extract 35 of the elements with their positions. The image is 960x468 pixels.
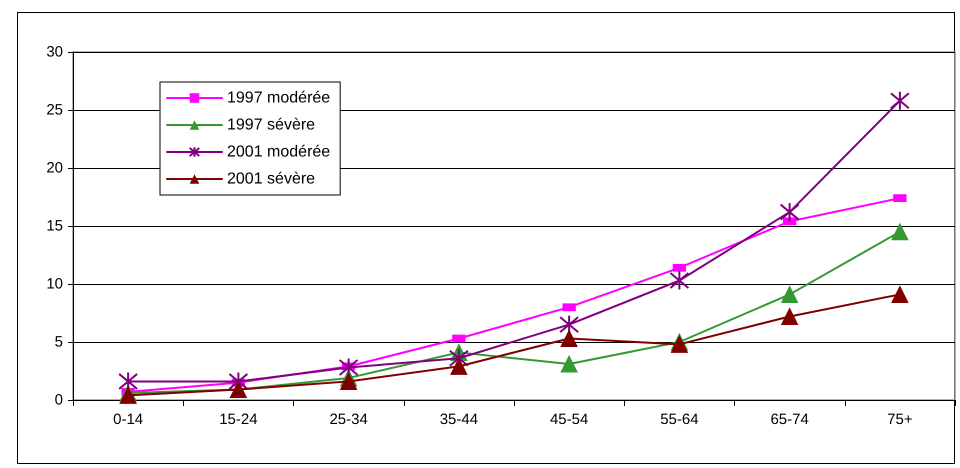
point [781,286,798,303]
x-tick-label: 15-24 [219,411,258,428]
point [340,372,358,390]
x-tick-label: 65-74 [770,411,809,428]
legend-label: 2001 sévère [227,170,316,188]
y-tick-label: 20 [46,160,63,176]
point [891,223,908,240]
point [780,202,800,222]
y-tick-label: 10 [46,276,63,292]
point [891,286,908,303]
point [890,90,910,111]
x-tick-label: 55-64 [660,411,699,428]
point [560,356,578,373]
y-tick-label: 30 [46,44,63,60]
legend-label: 2001 modérée [227,144,330,160]
point [338,358,359,378]
y-tick-label: 15 [46,218,63,234]
point [560,330,578,348]
point [559,314,580,335]
x-tick-label: 25-34 [329,411,368,428]
point [118,371,138,392]
x-tick-label: 35-44 [440,411,478,428]
point [669,270,690,291]
x-tick-label: 45-54 [550,411,588,428]
legend-label: 1997 sévère [227,116,316,134]
y-tick-label: 25 [46,102,63,118]
point [450,358,468,375]
y-tick-label: 0 [54,392,63,408]
legend-label: 1997 modérée [227,90,330,106]
x-tick-label: 75+ [887,411,913,428]
y-tick-label: 5 [54,334,63,350]
point [781,308,798,325]
point [228,371,248,392]
x-tick-label: 0-14 [113,411,144,428]
point [448,348,469,368]
